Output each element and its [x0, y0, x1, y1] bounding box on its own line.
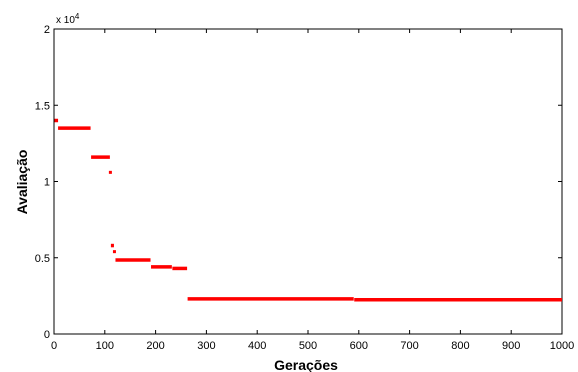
- x-tick-label: 300: [197, 340, 215, 352]
- y-tick-label: 1.5: [35, 100, 50, 112]
- data-point: [108, 170, 112, 174]
- plot-area: [53, 28, 563, 335]
- x-axis-ticks: 0 100 200 300 400 500 600 700 800 900 1000: [51, 29, 574, 352]
- y-tick-label: 0: [44, 329, 50, 341]
- x-tick-label: 0: [51, 340, 57, 352]
- data-markers: [54, 118, 562, 302]
- x-axis-label: Gerações: [274, 357, 338, 372]
- x-tick-label: 100: [96, 340, 114, 352]
- x-tick-label: 800: [451, 340, 469, 352]
- y-tick-label: 2: [44, 24, 50, 36]
- x-tick-label: 1000: [550, 340, 574, 352]
- data-point: [112, 250, 116, 254]
- x-tick-label: 900: [502, 340, 520, 352]
- y-exponent-label: x 104: [56, 12, 80, 26]
- y-axis-label: Avaliação: [14, 150, 30, 215]
- y-exponent-power: 4: [75, 12, 80, 21]
- x-tick-label: 700: [400, 340, 418, 352]
- y-axis-ticks: 0 0.5 1 1.5 2: [35, 24, 562, 341]
- x-tick-label: 500: [299, 340, 317, 352]
- x-tick-label: 600: [350, 340, 368, 352]
- y-tick-label: 0.5: [35, 253, 50, 265]
- x-tick-label: 200: [146, 340, 164, 352]
- x-tick-label: 400: [248, 340, 266, 352]
- y-tick-label: 1: [44, 177, 50, 189]
